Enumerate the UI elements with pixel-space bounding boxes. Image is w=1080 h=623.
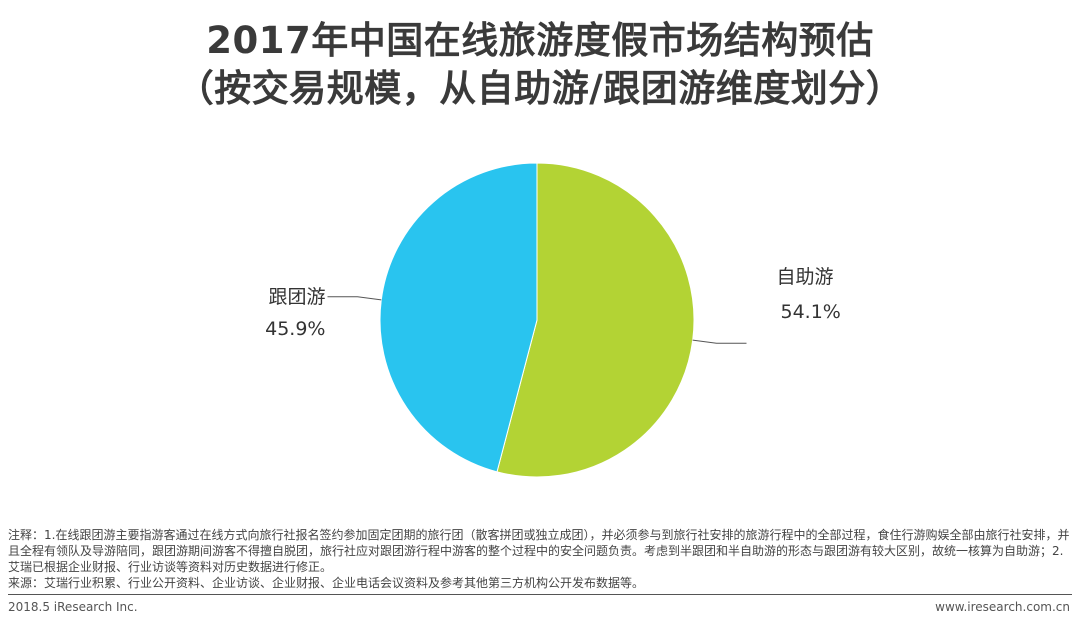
footer-website-link[interactable]: www.iresearch.com.cn <box>935 600 1070 614</box>
slice-category-label-zizhuyou: 自助游 <box>777 266 834 288</box>
footer-copyright: 2018.5 iResearch Inc. <box>8 600 138 614</box>
pie-slice-1 <box>379 162 538 473</box>
slice-value-label-zizhuyou: 54.1% <box>781 301 841 323</box>
footer-divider <box>8 594 1072 595</box>
slice-category-label-gentuanyou: 跟团游 <box>268 286 325 308</box>
chart-title-line2: （按交易规模，从自助游/跟团游维度划分） <box>176 67 904 110</box>
footnotes: 注释：1.在线跟团游主要指游客通过在线方式向旅行社报名签约参加固定团期的旅行团（… <box>8 527 1074 591</box>
pie-slices <box>379 162 695 478</box>
source-text: 来源：艾瑞行业积累、行业公开资料、企业访谈、企业财报、企业电话会议资料及参考其他… <box>8 576 645 590</box>
leader-lines <box>327 296 747 344</box>
leader-line-0 <box>692 339 747 344</box>
chart-title-line1: 2017年中国在线旅游度假市场结构预估 <box>206 19 874 62</box>
footnote-text: 注释：1.在线跟团游主要指游客通过在线方式向旅行社报名签约参加固定团期的旅行团（… <box>8 528 1070 574</box>
leader-line-1 <box>327 296 382 301</box>
slice-value-label-gentuanyou: 45.9% <box>265 318 325 340</box>
slice-labels: 自助游 54.1% 跟团游 45.9% <box>265 266 841 340</box>
